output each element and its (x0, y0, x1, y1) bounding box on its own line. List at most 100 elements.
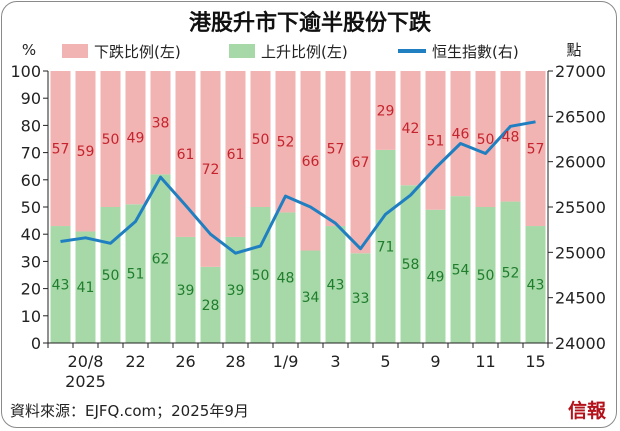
legend-label-up: 上升比例(左) (261, 43, 348, 61)
bar-up-label: 62 (152, 252, 170, 268)
bar-up (400, 185, 421, 343)
bar-up-label: 50 (102, 268, 120, 284)
bar-up (325, 226, 346, 343)
bar-down-label: 50 (477, 132, 495, 148)
bar-down (275, 71, 296, 213)
bar-up (475, 207, 496, 343)
right-tick-label: 24500 (555, 289, 606, 308)
right-tick-label: 26000 (555, 153, 606, 172)
bar-down-label: 51 (427, 133, 445, 149)
left-tick-label: 90 (21, 89, 41, 108)
bar-down-label: 46 (452, 127, 470, 143)
x-tick-label: 28 (225, 352, 245, 371)
bar-labels-layer: 43 57 41 59 50 50 51 49 62 38 39 61 28 72 39 61 50 50 48 52… (52, 103, 545, 313)
bar-down (75, 71, 96, 232)
bar-down-label: 42 (402, 121, 420, 137)
bar-down (50, 71, 71, 227)
right-tick-label: 25000 (555, 243, 606, 262)
bar-down-label: 61 (227, 147, 245, 163)
bar-down (475, 71, 496, 207)
bar-down-label: 57 (527, 142, 545, 158)
left-tick-label: 0 (31, 334, 41, 353)
bar-up-label: 50 (252, 268, 270, 284)
bar-down-label: 61 (177, 147, 195, 163)
bar-up (175, 236, 196, 343)
bar-down (400, 71, 421, 186)
bar-up-label: 39 (227, 283, 245, 299)
left-tick-label: 50 (21, 198, 41, 217)
bar-up-label: 48 (277, 271, 295, 287)
right-axis-unit: 點 (566, 41, 581, 59)
legend-label-index: 恒生指數(右) (432, 43, 519, 61)
bar-up (250, 207, 271, 343)
bar-down (525, 71, 546, 227)
left-tick-label: 70 (21, 144, 41, 163)
bar-down-label: 50 (252, 132, 270, 148)
bar-down-label: 66 (302, 154, 320, 170)
bar-up-label: 41 (77, 280, 95, 296)
x-tick-label: 9 (430, 352, 440, 371)
left-tick-label: 60 (21, 171, 41, 190)
x-tick-label: 3 (330, 352, 340, 371)
bar-down (450, 71, 471, 197)
x-tick-label: 5 (380, 352, 390, 371)
bars-layer (50, 71, 546, 343)
source-note: 資料來源：EJFQ.com；2025年9月 (10, 402, 249, 420)
bar-up (50, 226, 71, 343)
x-tick-label: 22 (125, 352, 145, 371)
bar-up (500, 201, 521, 343)
bar-down-label: 52 (277, 135, 295, 151)
brand-logo: 信報 (568, 399, 607, 422)
bar-up (425, 209, 446, 343)
x-tick-label: 15 (525, 352, 545, 371)
bar-up (150, 174, 171, 343)
bar-down-label: 38 (152, 116, 170, 132)
bar-up-label: 54 (452, 263, 470, 279)
bar-down (250, 71, 271, 207)
left-tick-label: 20 (21, 280, 41, 299)
index-line (60, 120, 536, 255)
bar-up-label: 71 (377, 239, 395, 255)
x-tick-sublabel: 2025 (65, 372, 106, 391)
left-axis-unit: % (22, 41, 36, 59)
bar-up-label: 52 (502, 265, 520, 281)
bar-up-label: 34 (302, 290, 320, 306)
bar-up (525, 226, 546, 343)
legend-label-down: 下跌比例(左) (94, 43, 181, 61)
plot-area: 4357415950505149623839612872396150504852… (10, 62, 605, 391)
bar-down-label: 29 (377, 103, 395, 119)
bar-down (350, 71, 371, 254)
bar-down (100, 71, 121, 207)
bar-down-label: 48 (502, 129, 520, 145)
bar-up-label: 43 (327, 278, 345, 294)
bar-down (500, 71, 521, 202)
bar-down-label: 59 (77, 144, 95, 160)
x-tick-label: 11 (475, 352, 495, 371)
bar-down-label: 57 (52, 142, 70, 158)
bar-up-label: 51 (127, 267, 145, 283)
bar-down-label: 72 (202, 162, 220, 178)
x-tick-label: 20/8 (68, 352, 104, 371)
bar-up (75, 231, 96, 343)
bar-up-label: 39 (177, 283, 195, 299)
bar-up-label: 49 (427, 269, 445, 285)
line-layer (60, 120, 536, 255)
legend: 下跌比例(左) 上升比例(左) 恒生指數(右) (62, 43, 519, 61)
right-tick-label: 27000 (555, 62, 606, 81)
chart-title: 港股升市下逾半股份下跌 (189, 10, 432, 36)
bar-down-label: 67 (352, 155, 370, 171)
bar-down (175, 71, 196, 237)
bar-down-label: 49 (127, 131, 145, 147)
bar-down (200, 71, 221, 267)
bar-up-label: 33 (352, 291, 370, 307)
bar-up-label: 28 (202, 298, 220, 314)
bar-up (300, 250, 321, 343)
bar-down-label: 57 (327, 142, 345, 158)
right-tick-label: 25500 (555, 198, 606, 217)
bar-up (125, 204, 146, 343)
x-tick-label: 1/9 (273, 352, 299, 371)
bar-up (275, 212, 296, 343)
bar-down (375, 71, 396, 150)
bar-up (200, 266, 221, 343)
bar-up-label: 43 (527, 278, 545, 294)
